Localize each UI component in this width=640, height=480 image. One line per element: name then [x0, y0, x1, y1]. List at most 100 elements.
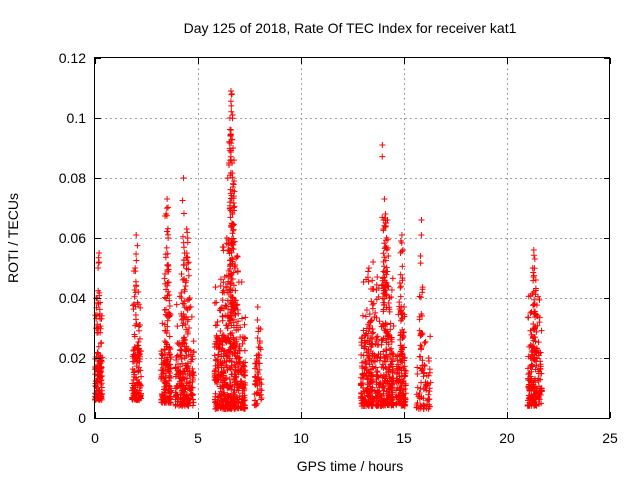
data-point [367, 334, 374, 341]
data-point [226, 205, 233, 211]
data-point [229, 209, 236, 216]
data-point [212, 390, 219, 397]
data-point [97, 366, 104, 373]
data-point [163, 205, 170, 212]
x-tick-label: 5 [194, 430, 202, 446]
data-point [258, 396, 265, 403]
data-point [393, 393, 400, 400]
data-point [395, 394, 402, 401]
data-point [421, 362, 428, 369]
y-tick-label: 0.12 [59, 50, 86, 66]
data-point [221, 289, 228, 296]
data-point [164, 382, 171, 389]
data-point [229, 241, 236, 248]
data-point [535, 370, 542, 377]
data-point [235, 318, 242, 325]
data-point [231, 178, 238, 184]
data-point [135, 338, 142, 345]
data-point [239, 340, 246, 347]
data-point [179, 197, 186, 204]
data-point [228, 359, 235, 366]
data-point [395, 365, 402, 372]
data-point [383, 279, 390, 286]
data-point [211, 299, 218, 306]
data-point [388, 394, 395, 401]
data-point [382, 269, 389, 276]
data-point [364, 392, 371, 399]
data-point [393, 400, 400, 407]
data-point [531, 256, 538, 262]
data-point [397, 271, 404, 278]
data-point [226, 139, 233, 146]
data-point [524, 365, 531, 372]
data-point [222, 312, 229, 319]
data-point [418, 393, 425, 400]
data-point [216, 307, 223, 314]
data-point [369, 363, 376, 370]
data-point [175, 372, 182, 379]
data-point [161, 391, 168, 398]
data-point [386, 295, 393, 301]
data-point [420, 402, 427, 409]
data-point [132, 322, 139, 329]
data-point [179, 233, 186, 240]
data-point [221, 357, 228, 364]
data-point [417, 353, 424, 360]
data-point [182, 321, 189, 328]
data-point [382, 211, 389, 217]
data-point [220, 279, 227, 286]
data-point [363, 373, 370, 380]
data-point [527, 342, 534, 349]
data-point [537, 363, 544, 370]
data-point [402, 372, 409, 379]
data-point [420, 370, 427, 377]
data-point [256, 366, 263, 373]
data-point [528, 361, 535, 368]
data-point [240, 400, 247, 407]
data-point [228, 303, 235, 310]
data-point [372, 387, 379, 394]
data-point [137, 367, 144, 374]
data-point [538, 327, 545, 334]
data-point [178, 347, 185, 354]
data-point [532, 338, 539, 345]
data-point [161, 357, 168, 364]
data-point [94, 376, 101, 383]
data-point [226, 147, 233, 154]
data-point [394, 371, 401, 378]
data-point [174, 323, 181, 330]
data-point [398, 357, 405, 364]
data-point [389, 368, 396, 375]
axis-ticks: 0 5 10 15 20 25 0 0.02 0.04 0.06 0.08 0.1 0.12 [59, 50, 618, 446]
data-point [534, 322, 541, 329]
data-point [533, 328, 540, 335]
data-point [180, 335, 187, 342]
data-point [233, 327, 240, 334]
data-point [423, 405, 430, 412]
data-point [95, 265, 102, 271]
data-point [526, 395, 533, 402]
data-point [365, 278, 372, 285]
data-point [96, 310, 103, 317]
data-point [227, 315, 234, 322]
data-point [95, 299, 102, 306]
data-point [380, 400, 387, 407]
data-point [536, 296, 543, 303]
data-point [426, 366, 433, 373]
data-point [176, 353, 183, 360]
data-point [186, 295, 193, 301]
data-point [529, 333, 536, 340]
y-tick-label: 0.1 [67, 110, 87, 126]
data-point [384, 321, 391, 328]
data-point [228, 245, 235, 252]
data-point [213, 401, 220, 408]
data-point [364, 337, 371, 344]
data-point [421, 340, 428, 346]
data-point [254, 316, 261, 323]
data-point [369, 330, 376, 337]
data-point [163, 295, 170, 302]
data-point [218, 338, 225, 345]
data-point [223, 284, 230, 291]
data-point [161, 306, 168, 313]
data-point [180, 210, 187, 217]
